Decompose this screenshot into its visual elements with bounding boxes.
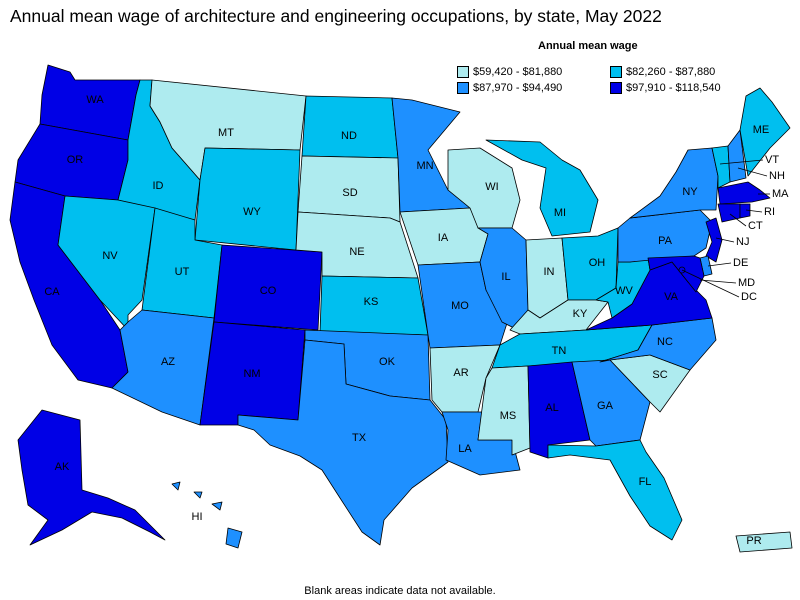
label-ky: KY xyxy=(573,308,588,320)
label-wy: WY xyxy=(243,206,261,218)
state-nc[interactable] xyxy=(599,317,717,371)
label-sd: SD xyxy=(342,187,357,199)
label-ne: NE xyxy=(349,246,364,258)
map-title: Annual mean wage of architecture and eng… xyxy=(10,6,662,26)
label-ca: CA xyxy=(44,286,60,298)
label-az: AZ xyxy=(161,356,175,368)
state-pr[interactable] xyxy=(735,531,793,553)
label-ma: MA xyxy=(772,188,789,200)
label-in: IN xyxy=(544,266,555,278)
label-id: ID xyxy=(153,180,164,192)
label-nh: NH xyxy=(769,170,785,182)
state-mi[interactable] xyxy=(485,139,599,237)
label-nv: NV xyxy=(102,250,118,262)
legend-label: $59,420 - $81,880 xyxy=(473,66,563,78)
label-mo: MO xyxy=(451,300,469,312)
label-sc: SC xyxy=(652,369,667,381)
label-oh: OH xyxy=(589,257,606,269)
legend-item-tier-1: $59,420 - $81,880 xyxy=(457,66,562,78)
legend-label: $82,260 - $87,880 xyxy=(626,66,716,78)
label-wv: WV xyxy=(615,285,633,297)
label-ut: UT xyxy=(175,266,190,278)
label-nj: NJ xyxy=(736,236,749,248)
label-al: AL xyxy=(545,402,558,414)
label-mi: MI xyxy=(554,207,566,219)
legend-label: $97,910 - $118,540 xyxy=(626,82,721,94)
state-md[interactable] xyxy=(647,255,705,293)
state-nd[interactable] xyxy=(301,95,399,159)
state-il[interactable] xyxy=(477,227,529,331)
label-ar: AR xyxy=(453,367,468,379)
label-or: OR xyxy=(67,154,84,166)
label-pa: PA xyxy=(658,235,673,247)
label-leader-lines xyxy=(681,159,770,298)
state-co[interactable] xyxy=(213,244,323,331)
label-va: VA xyxy=(664,291,679,303)
legend-swatch xyxy=(457,82,469,94)
label-me: ME xyxy=(753,124,770,136)
label-ct: CT xyxy=(748,220,763,232)
label-co: CO xyxy=(260,285,277,297)
state-hi[interactable] xyxy=(171,481,243,549)
state-ri[interactable] xyxy=(739,203,751,219)
state-me[interactable] xyxy=(739,87,791,177)
label-wa: WA xyxy=(86,94,104,106)
label-tx: TX xyxy=(352,432,367,444)
label-pr: PR xyxy=(746,535,761,547)
legend-swatch xyxy=(610,66,622,78)
state-wy[interactable] xyxy=(194,147,301,251)
label-mt: MT xyxy=(218,127,234,139)
label-ks: KS xyxy=(364,296,379,308)
legend-label: $87,970 - $94,490 xyxy=(473,82,563,94)
label-nm: NM xyxy=(243,368,260,380)
label-mn: MN xyxy=(416,160,433,172)
state-fl[interactable] xyxy=(547,439,683,541)
label-la: LA xyxy=(458,443,472,455)
label-ak: AK xyxy=(55,461,70,473)
legend-item-tier-4: $97,910 - $118,540 xyxy=(610,82,721,94)
label-ok: OK xyxy=(379,356,396,368)
state-nj[interactable] xyxy=(705,217,723,263)
label-md: MD xyxy=(738,277,755,289)
state-nv[interactable] xyxy=(57,195,156,331)
legend-swatch xyxy=(610,82,622,94)
label-de: DE xyxy=(733,257,748,269)
state-ak[interactable] xyxy=(17,409,166,546)
label-hi: HI xyxy=(192,511,203,523)
state-ma[interactable] xyxy=(717,181,771,205)
label-ri: RI xyxy=(764,206,775,218)
legend-item-tier-2: $82,260 - $87,880 xyxy=(610,66,715,78)
label-vt: VT xyxy=(765,154,779,166)
label-nd: ND xyxy=(341,130,357,142)
footnote: Blank areas indicate data not available. xyxy=(304,585,496,597)
legend-title: Annual mean wage xyxy=(538,40,638,52)
label-ny: NY xyxy=(682,186,698,198)
label-fl: FL xyxy=(639,476,652,488)
label-dc: DC xyxy=(741,291,757,303)
legend-swatch xyxy=(457,66,469,78)
label-il: IL xyxy=(501,271,510,283)
label-ms: MS xyxy=(500,410,517,422)
label-tn: TN xyxy=(552,345,567,357)
label-ga: GA xyxy=(597,400,614,412)
legend-item-tier-3: $87,970 - $94,490 xyxy=(457,82,562,94)
label-wi: WI xyxy=(485,181,498,193)
state-ny[interactable] xyxy=(629,147,719,219)
label-nc: NC xyxy=(657,336,673,348)
state-tx[interactable] xyxy=(237,339,449,546)
label-ia: IA xyxy=(438,232,449,244)
state-vt[interactable] xyxy=(711,145,731,189)
